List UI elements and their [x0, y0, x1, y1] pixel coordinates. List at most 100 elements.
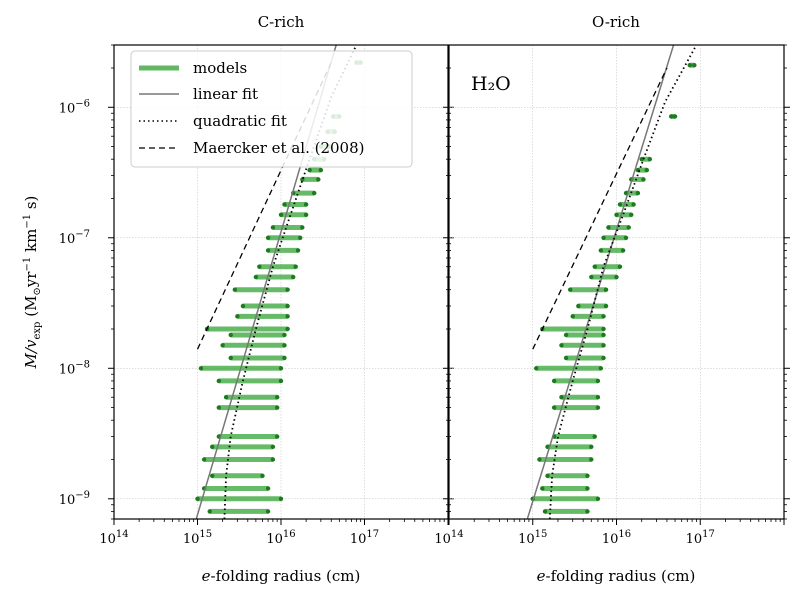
y-tick-base: 10 — [59, 362, 76, 377]
model-endpoint — [687, 63, 692, 68]
model-endpoint — [265, 248, 271, 253]
model-endpoint — [195, 496, 200, 501]
model-endpoint — [672, 114, 678, 119]
model-endpoint — [592, 264, 597, 269]
x-tick-base: 10 — [686, 532, 703, 547]
model-endpoint — [589, 444, 594, 450]
y-label-s: s) — [22, 196, 40, 214]
model-endpoint — [282, 343, 287, 348]
model-endpoint — [595, 395, 601, 400]
panel-c-rich: C-rich 1014 1015 1016 1017 10−910−810−710−6… — [59, 13, 454, 585]
model-endpoint — [257, 264, 262, 269]
grid-o-rich — [448, 45, 785, 519]
y-label-km-exp: −1 — [22, 214, 33, 229]
model-endpoint — [576, 303, 581, 309]
model-endpoint — [220, 343, 225, 348]
model-endpoint — [285, 303, 290, 309]
model-endpoint — [601, 332, 606, 338]
model-endpoint — [274, 405, 280, 410]
model-endpoint — [228, 355, 233, 361]
model-endpoint — [307, 167, 312, 173]
x-tick-base: 10 — [350, 532, 367, 547]
model-endpoint — [601, 326, 606, 332]
y-tick-label: 10−9 — [59, 490, 90, 508]
model-endpoint — [274, 395, 280, 400]
model-endpoint — [589, 274, 594, 280]
model-endpoint — [647, 157, 653, 162]
panel-title-c-rich: C-rich — [258, 13, 305, 31]
y-label-v: /v — [22, 339, 40, 355]
legend: models linear fit quadratic fit Maercker… — [130, 50, 413, 168]
model-endpoint — [592, 434, 597, 439]
model-endpoint — [626, 225, 631, 230]
x-tick-exponent: 17 — [702, 529, 715, 540]
model-endpoint — [270, 457, 276, 462]
y-tick-exponent: −8 — [75, 359, 90, 370]
y-tick-exponent: −9 — [75, 490, 90, 501]
model-endpoint — [270, 225, 276, 230]
x-axis-label-o-rich: e-folding radius (cm) — [537, 567, 696, 585]
model-endpoint — [603, 303, 609, 309]
model-endpoint — [601, 314, 606, 319]
model-endpoint — [595, 405, 601, 410]
x-tick-base: 10 — [518, 532, 535, 547]
model-endpoint — [598, 248, 604, 253]
x-tick-label: 1014 — [99, 529, 128, 547]
model-endpoint — [598, 366, 604, 371]
x-tick-base: 10 — [99, 532, 116, 547]
model-endpoint — [282, 355, 287, 361]
x-axis-label-italic: e — [537, 567, 546, 585]
x-tick-exponent: 16 — [618, 529, 631, 540]
y-tick-exponent: −7 — [75, 229, 90, 240]
x-axis-label-c-rich: e-folding radius (cm) — [202, 567, 361, 585]
model-endpoint — [595, 496, 601, 501]
x-axis-label-italic: e — [202, 567, 211, 585]
model-endpoint — [537, 457, 542, 462]
model-endpoint — [282, 332, 287, 338]
x-tick-label: 1014 — [434, 529, 463, 547]
x-tick-label: 1015 — [518, 529, 547, 547]
model-endpoint — [216, 378, 222, 384]
model-endpoint — [542, 509, 548, 514]
model-endpoint — [316, 177, 321, 182]
model-endpoint — [253, 274, 259, 280]
y-tick-base: 10 — [59, 101, 76, 116]
model-endpoint — [278, 212, 284, 217]
x-tick-label: 1016 — [602, 529, 631, 547]
x-tick-label: 1017 — [350, 529, 379, 547]
model-endpoint — [692, 63, 697, 68]
model-endpoint — [540, 486, 545, 491]
model-endpoint — [631, 202, 636, 207]
y-label-mdot: M — [22, 352, 40, 369]
x-tick-base: 10 — [602, 532, 619, 547]
model-endpoint — [303, 212, 309, 217]
model-endpoint — [223, 395, 229, 400]
legend-label-maercker: Maercker et al. (2008) — [193, 139, 364, 157]
x-tick-exponent: 16 — [283, 529, 296, 540]
y-tick-label: 10−7 — [59, 229, 90, 247]
model-endpoint — [563, 355, 569, 361]
x-ticks-o-rich: 1014 1015 1016 1017 — [434, 519, 785, 547]
model-endpoint — [585, 486, 590, 491]
model-endpoint — [201, 457, 207, 462]
model-endpoint — [318, 167, 324, 173]
x-tick-label: 1017 — [686, 529, 715, 547]
model-endpoint — [534, 366, 539, 371]
model-endpoint — [603, 287, 609, 292]
model-endpoint — [614, 212, 619, 217]
model-endpoint — [265, 509, 271, 514]
model-endpoint — [278, 378, 284, 384]
x-tick-base: 10 — [183, 532, 200, 547]
model-endpoint — [614, 274, 619, 280]
model-endpoint — [551, 378, 557, 384]
y-ticks-o-rich — [443, 44, 790, 520]
x-tick-exponent: 14 — [451, 529, 464, 540]
model-endpoint — [265, 486, 271, 491]
model-endpoint — [570, 314, 575, 319]
model-endpoint — [293, 264, 298, 269]
x-axis-label-rest: -folding radius (cm) — [211, 567, 361, 585]
x-axis-label-rest: -folding radius (cm) — [546, 567, 696, 585]
model-endpoint — [240, 303, 246, 309]
model-endpoint — [235, 314, 240, 319]
